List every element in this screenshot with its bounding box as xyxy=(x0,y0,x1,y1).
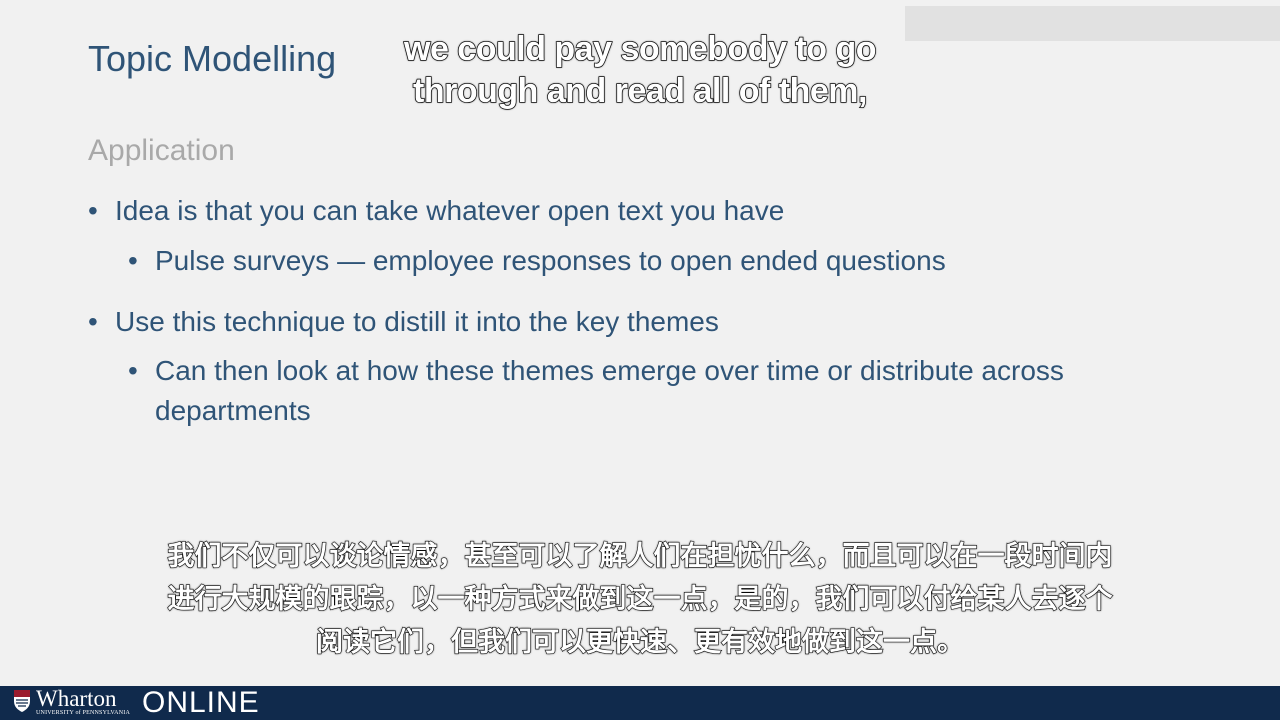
chinese-caption: 我们不仅可以谈论情感，甚至可以了解人们在担忧什么，而且可以在一段时间内进行大规模… xyxy=(167,540,1113,658)
bullet-text: Idea is that you can take whatever open … xyxy=(115,195,785,226)
penn-shield-icon xyxy=(14,690,30,712)
english-caption: we could pay somebody to go through and … xyxy=(403,29,877,111)
online-logo-text: ONLINE xyxy=(142,686,260,719)
slide-title: Topic Modelling xyxy=(88,38,337,79)
sub-bullet-text: Can then look at how these themes emerge… xyxy=(155,355,1064,426)
footer-bar: Wharton UNIVERSITY of PENNSYLVANIA ONLIN… xyxy=(0,686,1280,720)
bullet-icon: • xyxy=(128,355,138,386)
slide-subheading: Application xyxy=(88,134,235,167)
bullet-item: • Use this technique to distill it into … xyxy=(88,302,719,342)
sub-bullet-item: • Can then look at how these themes emer… xyxy=(128,351,1098,431)
slide: Topic Modelling Application • Idea is th… xyxy=(88,6,1280,431)
bullet-icon: • xyxy=(128,245,138,276)
bullet-icon: • xyxy=(88,306,98,337)
bullet-item: • Idea is that you can take whatever ope… xyxy=(88,191,784,231)
bullet-icon: • xyxy=(88,195,98,226)
sub-bullet-text: Pulse surveys — employee responses to op… xyxy=(155,245,946,276)
sub-bullet-item: • Pulse surveys — employee responses to … xyxy=(128,241,946,281)
bullet-text: Use this technique to distill it into th… xyxy=(115,306,719,337)
university-logo-text: UNIVERSITY of PENNSYLVANIA xyxy=(36,710,130,716)
top-banner xyxy=(905,6,1280,41)
wharton-logo-text: Wharton xyxy=(36,686,117,711)
